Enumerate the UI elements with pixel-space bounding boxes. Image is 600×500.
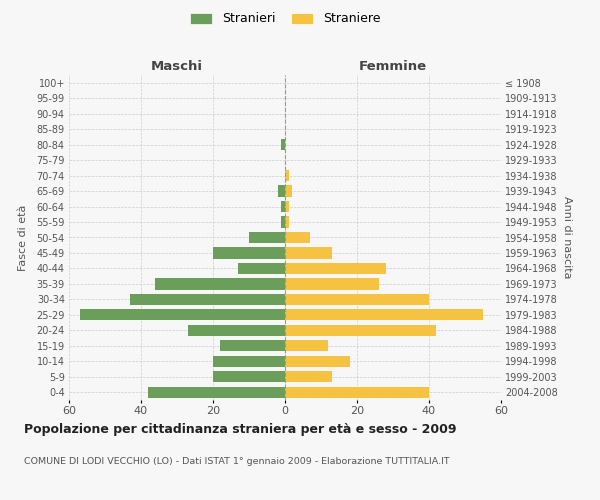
- Bar: [285, 325, 436, 336]
- Bar: [285, 201, 289, 212]
- Bar: [285, 170, 289, 181]
- Bar: [213, 371, 285, 382]
- Text: Maschi: Maschi: [151, 60, 203, 72]
- Bar: [220, 340, 285, 351]
- Bar: [155, 278, 285, 289]
- Bar: [285, 356, 350, 367]
- Bar: [285, 294, 429, 305]
- Y-axis label: Anni di nascita: Anni di nascita: [562, 196, 572, 279]
- Bar: [130, 294, 285, 305]
- Bar: [238, 263, 285, 274]
- Text: COMUNE DI LODI VECCHIO (LO) - Dati ISTAT 1° gennaio 2009 - Elaborazione TUTTITAL: COMUNE DI LODI VECCHIO (LO) - Dati ISTAT…: [24, 458, 449, 466]
- Bar: [285, 371, 332, 382]
- Bar: [285, 216, 289, 228]
- Bar: [249, 232, 285, 243]
- Text: Popolazione per cittadinanza straniera per età e sesso - 2009: Popolazione per cittadinanza straniera p…: [24, 422, 457, 436]
- Bar: [148, 386, 285, 398]
- Bar: [285, 186, 292, 196]
- Text: Femmine: Femmine: [359, 60, 427, 72]
- Bar: [281, 201, 285, 212]
- Bar: [285, 278, 379, 289]
- Bar: [285, 340, 328, 351]
- Bar: [278, 186, 285, 196]
- Bar: [213, 248, 285, 258]
- Bar: [188, 325, 285, 336]
- Bar: [213, 356, 285, 367]
- Bar: [285, 386, 429, 398]
- Y-axis label: Fasce di età: Fasce di età: [18, 204, 28, 270]
- Bar: [80, 310, 285, 320]
- Bar: [281, 139, 285, 150]
- Legend: Stranieri, Straniere: Stranieri, Straniere: [186, 8, 384, 29]
- Bar: [285, 232, 310, 243]
- Bar: [285, 248, 332, 258]
- Bar: [281, 216, 285, 228]
- Bar: [285, 263, 386, 274]
- Bar: [285, 310, 483, 320]
